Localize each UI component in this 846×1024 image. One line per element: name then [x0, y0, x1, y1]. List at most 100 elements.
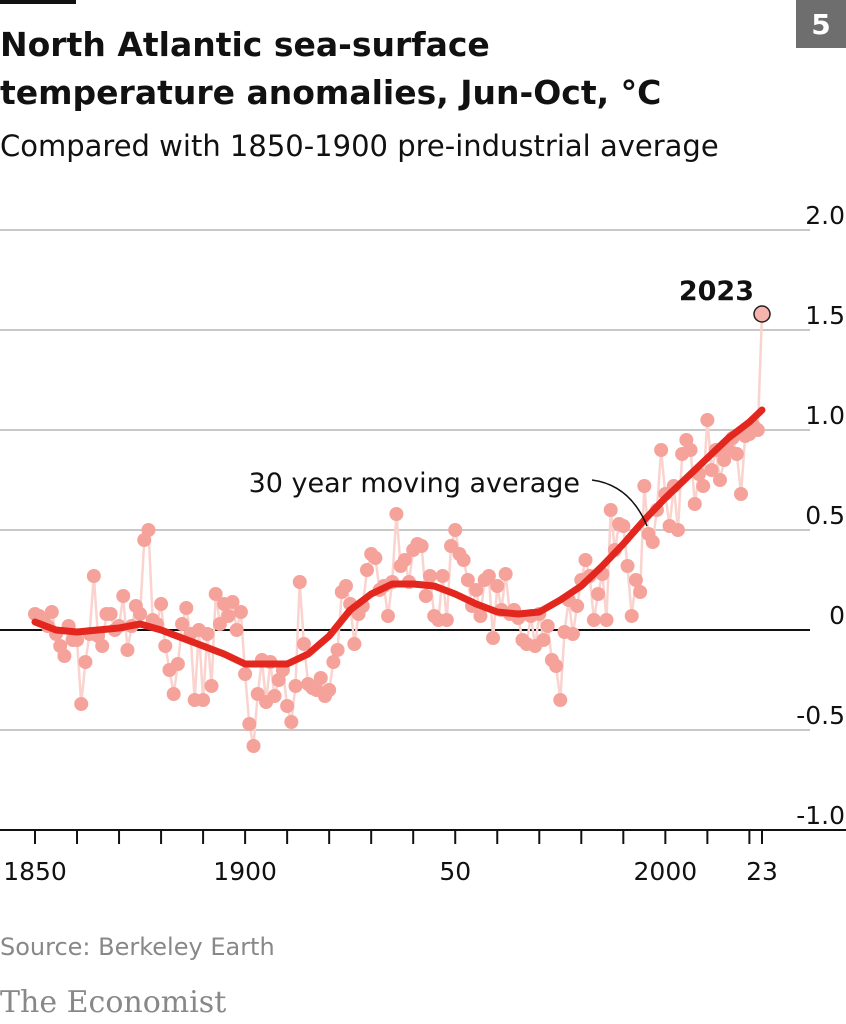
- x-tick-label: 50: [439, 857, 471, 886]
- point: [460, 573, 475, 587]
- point: [481, 569, 496, 583]
- moving-average-line: [31, 406, 766, 668]
- point: [591, 587, 606, 601]
- point: [326, 655, 341, 669]
- top-rule: [0, 0, 76, 4]
- point: [603, 503, 618, 517]
- point: [448, 523, 463, 537]
- point: [616, 519, 631, 533]
- point: [292, 575, 307, 589]
- title-line: temperature anomalies, Jun-Oct, °C: [0, 73, 661, 112]
- point: [116, 589, 131, 603]
- point: [57, 649, 72, 663]
- point: [570, 599, 585, 613]
- point: [313, 671, 328, 685]
- brand: The Economist: [0, 985, 226, 1020]
- point: [338, 579, 353, 593]
- point: [204, 679, 219, 693]
- point: [536, 633, 551, 647]
- x-tick-label: 23: [746, 857, 778, 886]
- point: [196, 693, 211, 707]
- point: [70, 633, 85, 647]
- point: [200, 627, 215, 641]
- annotation-leader: [591, 479, 648, 527]
- point: [633, 585, 648, 599]
- y-tick-label: 0: [829, 601, 845, 630]
- x-tick-label: 2000: [634, 857, 698, 886]
- point: [624, 609, 639, 623]
- point: [439, 613, 454, 627]
- point: [729, 447, 744, 461]
- point: [225, 595, 240, 609]
- point: [246, 739, 261, 753]
- point: [469, 583, 484, 597]
- point: [74, 697, 89, 711]
- point: [242, 717, 257, 731]
- point: [553, 693, 568, 707]
- point: [670, 523, 685, 537]
- point: [700, 413, 715, 427]
- point: [103, 607, 118, 621]
- point: [86, 569, 101, 583]
- point: [704, 463, 719, 477]
- point: [414, 539, 429, 553]
- y-tick-label: -0.5: [796, 701, 845, 730]
- point: [696, 479, 711, 493]
- highlight-point: [753, 305, 771, 323]
- point: [733, 487, 748, 501]
- point: [322, 683, 337, 697]
- point: [423, 569, 438, 583]
- point: [654, 443, 669, 457]
- point: [565, 627, 580, 641]
- y-tick-label: -1.0: [796, 801, 845, 830]
- point: [233, 605, 248, 619]
- point: [389, 507, 404, 521]
- point: [170, 657, 185, 671]
- point: [473, 609, 488, 623]
- y-tick-label: 1.0: [805, 401, 845, 430]
- point: [208, 587, 223, 601]
- point: [288, 679, 303, 693]
- title-line: North Atlantic sea-surface: [0, 25, 490, 64]
- x-tick-label: 1900: [213, 857, 277, 886]
- point: [599, 613, 614, 627]
- badge: 5: [811, 8, 830, 41]
- point: [578, 553, 593, 567]
- point: [133, 607, 148, 621]
- point: [238, 667, 253, 681]
- point: [586, 613, 601, 627]
- point: [683, 443, 698, 457]
- point: [166, 687, 181, 701]
- point: [179, 601, 194, 615]
- point: [95, 639, 110, 653]
- badge-box: [796, 0, 846, 48]
- y-tick-label: 1.5: [805, 301, 845, 330]
- point: [712, 473, 727, 487]
- point: [44, 605, 59, 619]
- point: [380, 609, 395, 623]
- point: [78, 655, 93, 669]
- point: [628, 573, 643, 587]
- point: [141, 523, 156, 537]
- point: [490, 579, 505, 593]
- point: [280, 699, 295, 713]
- point: [267, 689, 282, 703]
- point: [330, 643, 345, 657]
- point: [540, 619, 555, 633]
- point: [221, 609, 236, 623]
- point: [637, 479, 652, 493]
- x-tick-label: 1850: [3, 857, 67, 886]
- point: [549, 659, 564, 673]
- point: [158, 639, 173, 653]
- point: [620, 559, 635, 573]
- point: [284, 715, 299, 729]
- point: [154, 597, 169, 611]
- point: [296, 637, 311, 651]
- subtitle: Compared with 1850-1900 pre-industrial a…: [0, 129, 719, 163]
- point: [120, 643, 135, 657]
- point: [368, 551, 383, 565]
- point: [498, 567, 513, 581]
- point: [359, 563, 374, 577]
- source: Source: Berkeley Earth: [0, 933, 275, 961]
